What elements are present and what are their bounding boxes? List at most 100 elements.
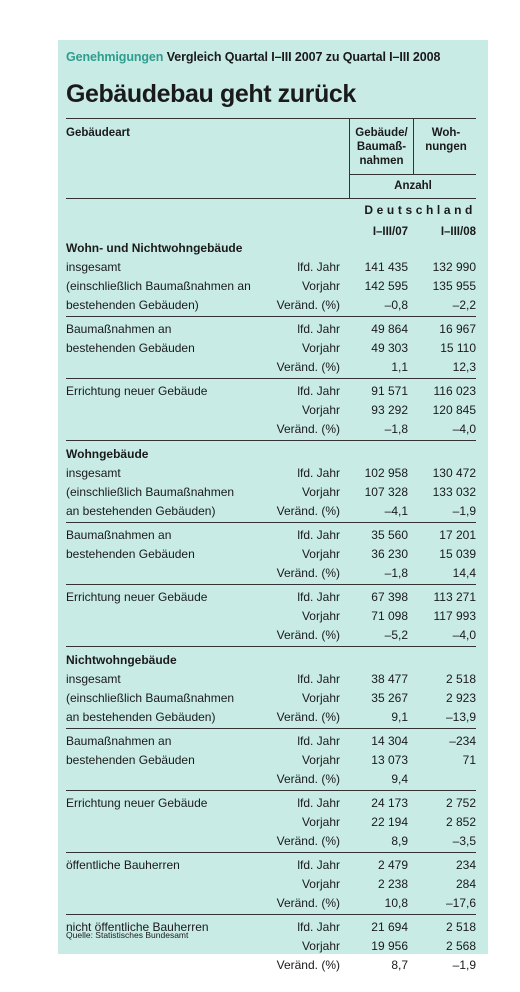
value-2007: 35 560 bbox=[371, 528, 408, 542]
table-row: Baumaßnahmen an lfd. Jahr 49 864 16 967 bbox=[66, 320, 476, 339]
row-label: insgesamt bbox=[66, 260, 121, 274]
row-period-type: lfd. Jahr bbox=[297, 672, 340, 686]
row-label: Nichtwohngebäude bbox=[66, 653, 177, 667]
row-period-type: Veränd. (%) bbox=[276, 422, 340, 436]
table-row: insgesamt lfd. Jahr 38 477 2 518 bbox=[66, 670, 476, 689]
value-2007: 8,7 bbox=[391, 958, 408, 972]
row-period-type: Veränd. (%) bbox=[276, 834, 340, 848]
value-2007: 91 571 bbox=[371, 384, 408, 398]
value-2007: 71 098 bbox=[371, 609, 408, 623]
column-header-buildings-line: Gebäude/ bbox=[355, 127, 408, 139]
header-subtitle: Vergleich Quartal I–III 2007 zu Quartal … bbox=[166, 50, 441, 64]
row-label: insgesamt bbox=[66, 672, 121, 686]
source-note: Quelle: Statistisches Bundesamt bbox=[66, 930, 189, 940]
value-2008: 2 752 bbox=[445, 796, 476, 810]
group-divider bbox=[66, 522, 476, 523]
row-label: Errichtung neuer Gebäude bbox=[66, 384, 208, 398]
value-2008: 133 032 bbox=[432, 485, 476, 499]
value-2007: 38 477 bbox=[371, 672, 408, 686]
table-row: (einschließlich Baumaßnahmen Vorjahr 35 26… bbox=[66, 689, 476, 708]
value-2008: 15 110 bbox=[440, 341, 476, 355]
table-row: Vorjahr 71 098 117 993 bbox=[66, 607, 476, 626]
table-row: bestehenden Gebäuden Vorjahr 13 073 71 bbox=[66, 751, 476, 770]
row-period-type: lfd. Jahr bbox=[297, 858, 340, 872]
table-row: Errichtung neuer Gebäude lfd. Jahr 24 173 2… bbox=[66, 794, 476, 813]
row-label: Baumaßnahmen an bbox=[66, 528, 172, 542]
row-period-type: lfd. Jahr bbox=[297, 528, 340, 542]
value-2008: 130 472 bbox=[432, 466, 476, 480]
group-divider bbox=[66, 914, 476, 915]
value-2008: 71 bbox=[462, 753, 476, 767]
row-label: bestehenden Gebäuden bbox=[66, 753, 195, 767]
header-line: Genehmigungen Vergleich Quartal I–III 20… bbox=[66, 50, 440, 64]
infobox-panel: Genehmigungen Vergleich Quartal I–III 20… bbox=[58, 40, 488, 972]
row-label: öffentliche Bauherren bbox=[66, 858, 180, 872]
table-row: Errichtung neuer Gebäude lfd. Jahr 67 398 1… bbox=[66, 588, 476, 607]
row-period-type: Veränd. (%) bbox=[276, 628, 340, 642]
value-2007: 36 230 bbox=[371, 547, 408, 561]
table-row: insgesamt lfd. Jahr 102 958 130 472 bbox=[66, 464, 476, 483]
row-period-type: lfd. Jahr bbox=[297, 384, 340, 398]
value-2007: –4,1 bbox=[384, 504, 408, 518]
value-2008: –1,9 bbox=[452, 504, 476, 518]
table-row: nicht öffentliche Bauherren lfd. Jahr 21 6… bbox=[66, 918, 476, 937]
row-label: (einschließlich Baumaßnahmen an bbox=[66, 279, 251, 293]
table-row: bestehenden Gebäuden) Veränd. (%) –0,8 –2,2 bbox=[66, 296, 476, 315]
group-divider bbox=[66, 728, 476, 729]
value-2007: 2 238 bbox=[377, 877, 408, 891]
table-row: Vorjahr 19 956 2 568 bbox=[66, 937, 476, 956]
row-period-type: Veränd. (%) bbox=[276, 896, 340, 910]
section-heading-row: Wohn- und Nichtwohngebäude bbox=[66, 239, 476, 258]
value-2007: 10,8 bbox=[384, 896, 408, 910]
row-period-type: Vorjahr bbox=[301, 547, 340, 561]
table-row: Baumaßnahmen an lfd. Jahr 14 304 –234 bbox=[66, 732, 476, 751]
row-period-type: Vorjahr bbox=[301, 691, 340, 705]
row-period-type: Vorjahr bbox=[301, 815, 340, 829]
row-period-type: Veränd. (%) bbox=[276, 710, 340, 724]
row-period-type: Vorjahr bbox=[301, 279, 340, 293]
value-2008: –4,0 bbox=[452, 628, 476, 642]
value-2007: 14 304 bbox=[371, 734, 408, 748]
column-header-type: Gebäudeart bbox=[66, 127, 130, 139]
row-period-type: Vorjahr bbox=[301, 341, 340, 355]
row-period-type: Veränd. (%) bbox=[276, 566, 340, 580]
row-label: insgesamt bbox=[66, 466, 121, 480]
value-2008: 12,3 bbox=[452, 360, 476, 374]
value-2008: 2 852 bbox=[445, 815, 476, 829]
column-header-buildings: Gebäude/ Baumaß- nahmen bbox=[350, 126, 413, 168]
table-row: öffentliche Bauherren lfd. Jahr 2 479 234 bbox=[66, 856, 476, 875]
table-row: Vorjahr 22 194 2 852 bbox=[66, 813, 476, 832]
table-row: (einschließlich Baumaßnahmen Vorjahr 107 3… bbox=[66, 483, 476, 502]
value-2007: 19 956 bbox=[371, 939, 408, 953]
value-2007: 9,4 bbox=[391, 772, 408, 786]
row-label: Errichtung neuer Gebäude bbox=[66, 796, 208, 810]
row-label: (einschließlich Baumaßnahmen bbox=[66, 691, 235, 705]
value-2007: 1,1 bbox=[391, 360, 408, 374]
value-2008: 15 039 bbox=[439, 547, 476, 561]
row-period-type: lfd. Jahr bbox=[297, 920, 340, 934]
region-label: Deutschland bbox=[364, 203, 476, 217]
value-2008: 113 271 bbox=[433, 590, 477, 604]
value-2007: –1,8 bbox=[384, 566, 408, 580]
row-period-type: Vorjahr bbox=[301, 753, 340, 767]
table-row: Veränd. (%) –5,2 –4,0 bbox=[66, 626, 476, 645]
value-2007: –1,8 bbox=[384, 422, 408, 436]
row-period-type: lfd. Jahr bbox=[297, 322, 340, 336]
page-title: Gebäudebau geht zurück bbox=[66, 80, 356, 108]
value-2007: –5,2 bbox=[384, 628, 408, 642]
row-period-type: Veränd. (%) bbox=[276, 360, 340, 374]
value-2007: 102 958 bbox=[364, 466, 408, 480]
group-divider bbox=[66, 852, 476, 853]
row-label: Baumaßnahmen an bbox=[66, 734, 172, 748]
table-row: Veränd. (%) –1,8 14,4 bbox=[66, 564, 476, 583]
value-2008: 120 845 bbox=[432, 403, 476, 417]
value-2008: 2 518 bbox=[445, 672, 476, 686]
row-label: Wohngebäude bbox=[66, 447, 149, 461]
column-header-buildings-line: nahmen bbox=[359, 155, 404, 167]
period-header-2008: I–III/08 bbox=[440, 226, 476, 238]
value-2008: –234 bbox=[449, 734, 476, 748]
value-2008: 2 568 bbox=[445, 939, 476, 953]
table-row: Veränd. (%) 8,9 –3,5 bbox=[66, 832, 476, 851]
value-2008: 234 bbox=[455, 858, 476, 872]
row-label: an bestehenden Gebäuden) bbox=[66, 504, 216, 518]
